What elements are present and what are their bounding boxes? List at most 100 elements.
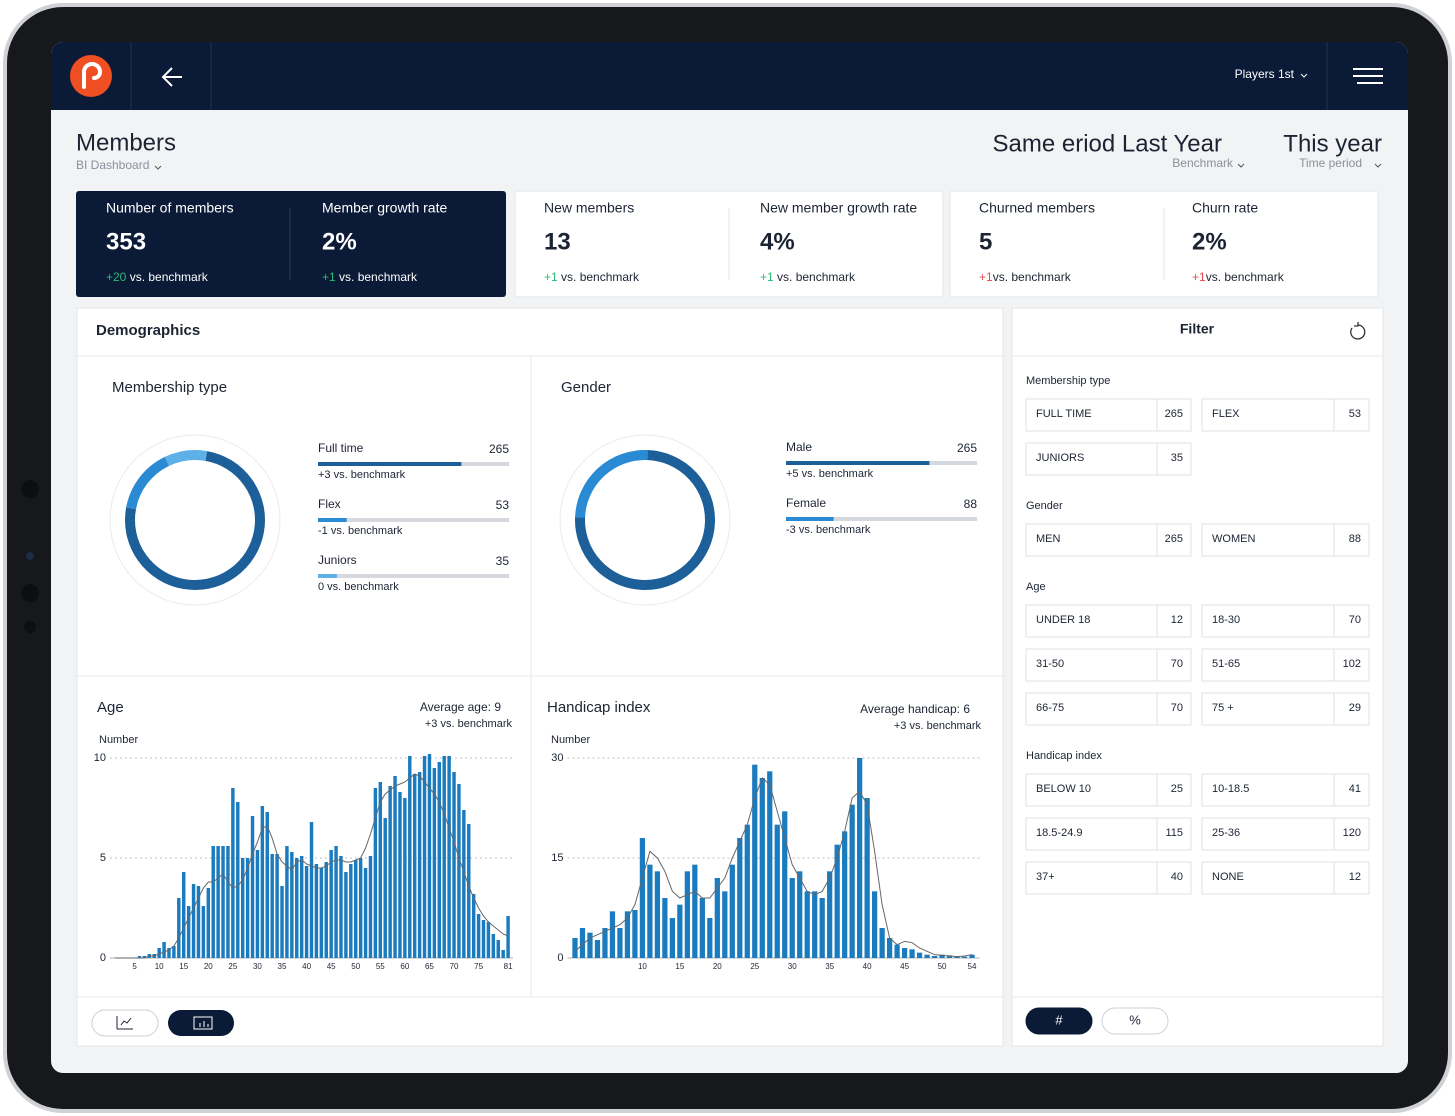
bar [834, 844, 840, 958]
scatter-view-button[interactable] [91, 1009, 159, 1037]
x-tick-label: 10 [638, 962, 647, 971]
bar [422, 756, 427, 958]
filter-option-label: MEN [1036, 533, 1061, 545]
bar [476, 914, 481, 958]
bar [699, 898, 705, 958]
unit-button[interactable] [1025, 1007, 1093, 1035]
filter-option[interactable] [1201, 692, 1370, 726]
x-tick-label: 35 [825, 962, 834, 971]
legend-value: 53 [496, 498, 510, 512]
period-value[interactable]: This year [1283, 130, 1382, 157]
filter-option-label: 31-50 [1036, 658, 1064, 670]
unit-button-label[interactable]: # [1055, 1012, 1063, 1027]
bar [579, 928, 586, 958]
legend-bar [786, 461, 930, 465]
benchmark-label: Benchmark [1172, 156, 1234, 170]
filter-option-count: 53 [1349, 408, 1361, 420]
filter-option[interactable] [1201, 817, 1370, 851]
legend-bar [786, 517, 834, 521]
bar [181, 872, 186, 958]
account-menu[interactable]: Players 1st [1235, 67, 1295, 81]
filter-option[interactable] [1201, 523, 1370, 557]
x-tick-label: 55 [376, 962, 385, 971]
legend-label: Full time [318, 441, 364, 455]
filter-option-count: 35 [1171, 452, 1183, 464]
bar [290, 852, 294, 958]
trend-line [574, 777, 973, 958]
menu-button[interactable] [1353, 68, 1383, 84]
bar [358, 858, 363, 958]
filter-option[interactable] [1025, 398, 1192, 432]
delta-value: +1 [544, 270, 558, 284]
bar [408, 756, 412, 958]
logo[interactable] [70, 55, 112, 97]
filter-option[interactable] [1025, 773, 1192, 807]
filter-option[interactable] [1025, 817, 1192, 851]
filter-option[interactable] [1025, 692, 1192, 726]
bar [587, 932, 593, 958]
legend-label: Flex [318, 497, 341, 511]
filter-option[interactable] [1201, 604, 1370, 638]
reset-button[interactable] [1350, 322, 1366, 340]
delta-note: vs. benchmark [1206, 270, 1285, 284]
bar [378, 782, 383, 958]
filter-option[interactable] [1201, 773, 1370, 807]
icon [116, 1016, 133, 1030]
filter-option-count: 29 [1349, 702, 1361, 714]
bar [236, 802, 240, 958]
x-tick-label: 20 [713, 962, 722, 971]
chevron [1300, 73, 1308, 78]
filter-option[interactable] [1025, 648, 1192, 682]
bar [250, 816, 255, 958]
filter-option-count: 25 [1171, 783, 1183, 795]
bar-view-button[interactable] [168, 1010, 234, 1036]
sensor [26, 552, 34, 560]
legend-value: 265 [489, 442, 509, 456]
filter-option-count: 120 [1343, 827, 1361, 839]
bar [412, 774, 417, 958]
filter-option[interactable] [1201, 861, 1370, 895]
bar [812, 891, 818, 958]
unit-button[interactable] [1101, 1007, 1169, 1035]
chart-average: Average age: 9 [420, 700, 502, 714]
legend-value: 88 [964, 497, 978, 511]
bar [447, 756, 451, 958]
filter-option-count: 12 [1171, 614, 1183, 626]
filter-option[interactable] [1201, 398, 1370, 432]
benchmark-value[interactable]: Same eriod Last Year [993, 130, 1223, 157]
filter-group-title: Membership type [1026, 375, 1110, 387]
filter-option[interactable] [1025, 442, 1192, 476]
bar [677, 904, 683, 958]
bar [496, 940, 500, 958]
bar [142, 956, 147, 958]
chart-benchmark: +3 vs. benchmark [425, 718, 513, 730]
bar [501, 950, 505, 958]
kpi-delta: +1vs. benchmark [979, 270, 1072, 284]
bar [901, 948, 908, 958]
filter-option-label: NONE [1212, 871, 1244, 883]
bar [714, 878, 720, 958]
bar [692, 864, 698, 958]
filter-option[interactable] [1201, 648, 1370, 682]
bar [924, 954, 930, 958]
x-tick-label: 30 [788, 962, 797, 971]
back-button[interactable] [161, 67, 182, 87]
bar [849, 804, 855, 958]
bar [172, 946, 176, 958]
legend-label: Male [786, 440, 812, 454]
filter-option[interactable] [1025, 604, 1192, 638]
filter-option[interactable] [1025, 523, 1192, 557]
bar [344, 872, 348, 958]
bar [270, 854, 274, 958]
page-subtitle[interactable]: BI Dashboard [76, 158, 149, 172]
bar [285, 846, 289, 958]
bar [309, 822, 314, 958]
unit-button-label[interactable]: % [1129, 1012, 1141, 1027]
filter-option[interactable] [1025, 861, 1192, 895]
bar [707, 918, 713, 958]
bar [602, 928, 608, 958]
filter-option-label: 10-18.5 [1212, 783, 1249, 795]
bar [939, 954, 945, 958]
x-tick-label: 54 [968, 962, 977, 971]
filter-option-count: 40 [1171, 871, 1183, 883]
